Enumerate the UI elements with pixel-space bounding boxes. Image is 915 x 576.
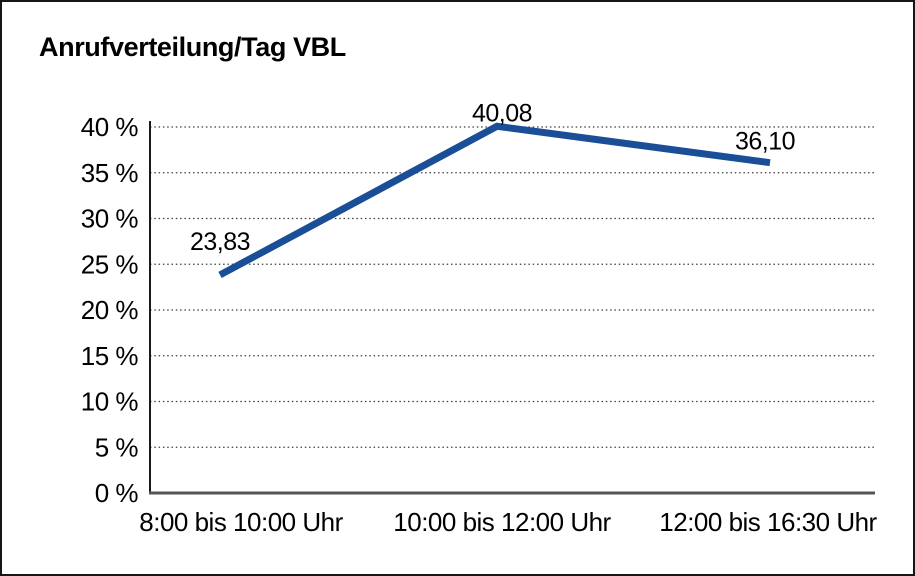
- y-tick-label: 5 %: [95, 432, 139, 462]
- y-tick-label: 20 %: [81, 295, 139, 325]
- chart-title: Anrufverteilung/Tag VBL: [39, 32, 346, 62]
- x-tick-label: 12:00 bis 16:30 Uhr: [659, 507, 877, 537]
- data-point-label: 36,10: [735, 128, 795, 156]
- data-point-label: 23,83: [190, 228, 250, 256]
- y-tick-label: 30 %: [81, 204, 139, 234]
- y-tick-label: 40 %: [81, 112, 139, 142]
- y-tick-label: 35 %: [81, 158, 139, 188]
- y-tick-label: 0 %: [95, 478, 139, 508]
- data-line: [218, 122, 771, 279]
- data-point-label: 40,08: [472, 99, 532, 127]
- y-tick-label: 10 %: [81, 387, 139, 417]
- y-tick-label: 15 %: [81, 341, 139, 371]
- x-tick-label: 8:00 bis 10:00 Uhr: [139, 507, 343, 537]
- y-tick-label: 25 %: [81, 249, 139, 279]
- x-tick-label: 10:00 bis 12:00 Uhr: [393, 507, 611, 537]
